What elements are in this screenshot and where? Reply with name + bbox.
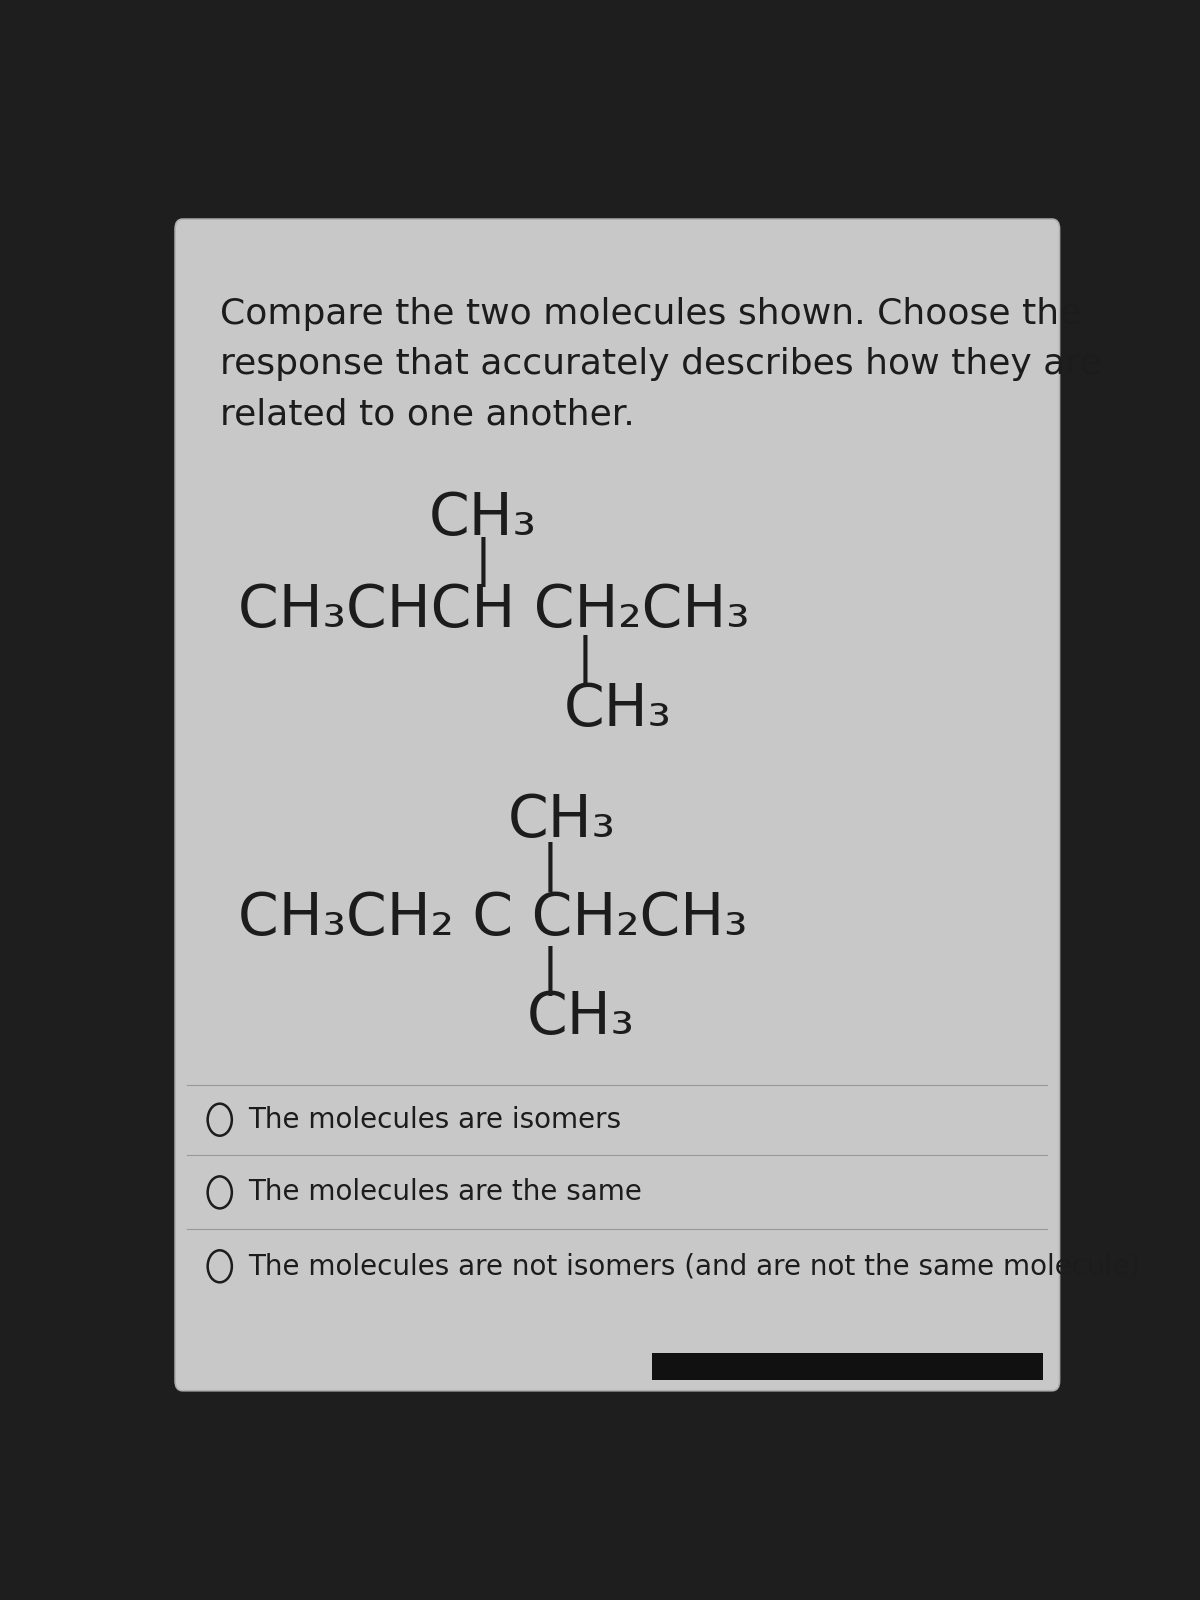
Text: The molecules are isomers: The molecules are isomers	[247, 1106, 620, 1134]
Text: CH₃: CH₃	[430, 490, 538, 547]
Text: CH₃: CH₃	[527, 989, 635, 1046]
Text: |: |	[474, 536, 491, 587]
Text: Compare the two molecules shown. Choose the
response that accurately describes h: Compare the two molecules shown. Choose …	[220, 296, 1102, 430]
FancyBboxPatch shape	[175, 219, 1060, 1390]
Text: CH₃: CH₃	[508, 792, 616, 850]
Text: The molecules are not isomers (and are not the same molecule): The molecules are not isomers (and are n…	[247, 1253, 1140, 1280]
Text: |: |	[577, 635, 594, 685]
Text: CH₃CHCH CH₂CH₃: CH₃CHCH CH₂CH₃	[239, 582, 750, 640]
Text: CH₃CH₂ C CH₂CH₃: CH₃CH₂ C CH₂CH₃	[239, 890, 748, 947]
Text: |: |	[541, 842, 558, 893]
Text: The molecules are the same: The molecules are the same	[247, 1178, 642, 1206]
Bar	[653, 1352, 1043, 1379]
Text: |: |	[541, 946, 558, 995]
Text: CH₃: CH₃	[564, 682, 672, 738]
